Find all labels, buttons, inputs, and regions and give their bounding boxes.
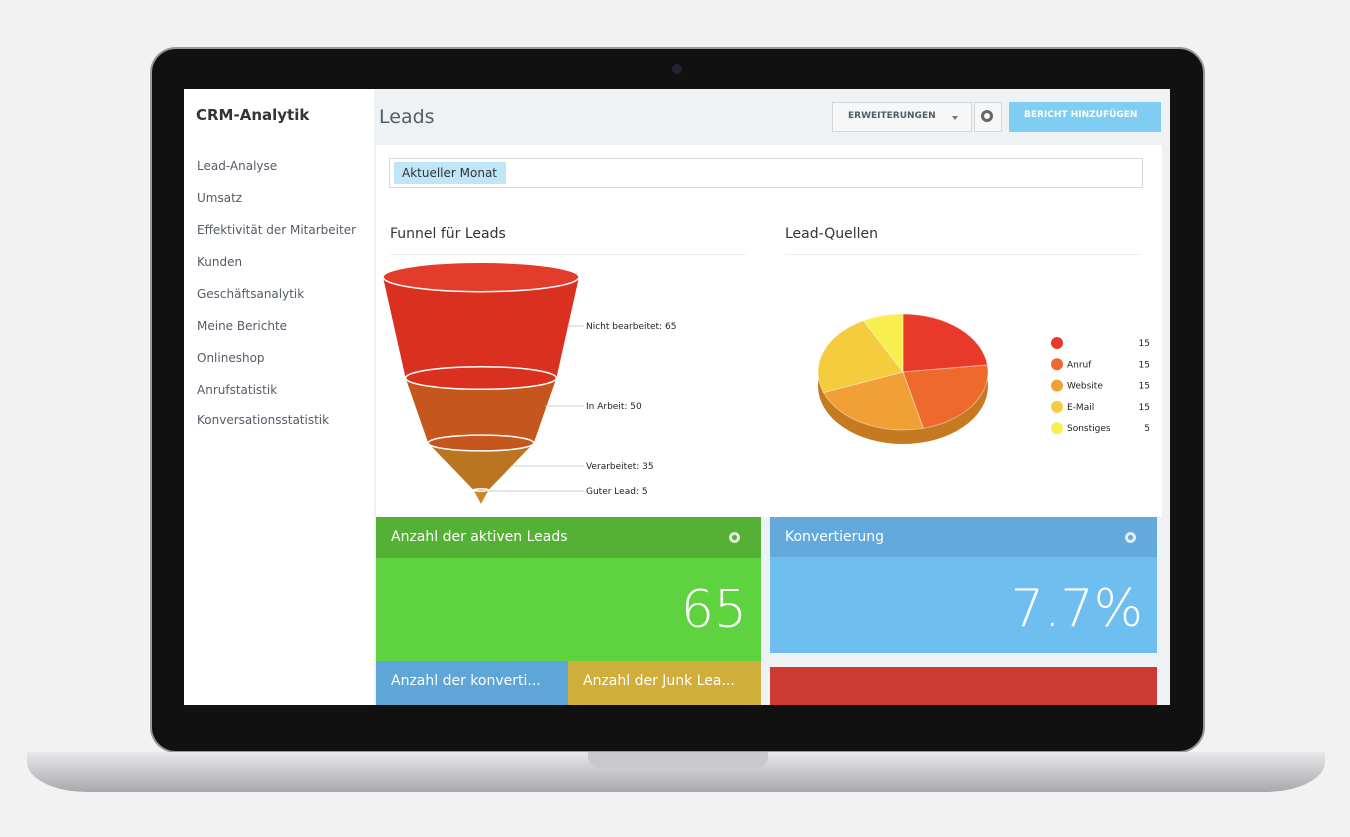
sidebar-item[interactable]: Onlineshop: [197, 351, 265, 365]
funnel-stage: [428, 443, 534, 492]
pie-title: Lead-Quellen: [785, 226, 878, 242]
settings-button[interactable]: [974, 102, 1002, 132]
legend-swatch: [1051, 400, 1063, 413]
funnel-stage: [383, 277, 579, 390]
laptop-notch: [588, 752, 768, 768]
funnel-rim: [404, 365, 558, 391]
tile-red: [770, 667, 1157, 705]
pie-slice: [902, 313, 988, 373]
divider: [785, 254, 1141, 255]
legend-swatch: [1051, 358, 1063, 371]
sidebar-title: CRM-Analytik: [196, 106, 310, 124]
funnel-label: Nicht bearbeitet: 65: [586, 322, 676, 332]
screen: CRM-Analytik Lead-Analyse Umsatz Effektivit…: [184, 89, 1170, 705]
sidebar-item[interactable]: Konversationsstatistik: [197, 413, 330, 427]
sidebar-item[interactable]: Lead-Analyse: [197, 159, 278, 173]
add-button[interactable]: [1009, 102, 1161, 132]
charts: Nicht bearbeitet: 65 In Arbeit: 50 Verarbe…: [382, 261, 1150, 504]
funnel-rim: [382, 261, 580, 293]
legend-swatch: [1051, 422, 1063, 435]
tile-header: [376, 661, 568, 705]
legend-name: Website: [1067, 382, 1103, 392]
sidebar-item[interactable]: Meine Berichte: [197, 319, 288, 333]
tile-body: [770, 557, 1157, 653]
pie-slice: [862, 313, 904, 374]
funnel-stage: [473, 490, 489, 504]
settings-icon: [981, 110, 993, 122]
camera: [672, 64, 682, 74]
funnel-label: In Arbeit: 50: [586, 402, 642, 412]
page-title: Leads: [379, 106, 435, 128]
pie-slice: [817, 320, 904, 394]
tile-header: [376, 517, 761, 558]
filter-tag-text: Aktueller Monat: [402, 166, 498, 180]
funnel-stage: [405, 378, 557, 451]
add-label: BERICHT HINZUFÜGEN: [1024, 110, 1138, 120]
legend-value: 15: [1139, 360, 1150, 370]
tile-gear[interactable]: [1125, 532, 1136, 543]
legend-value: 5: [1144, 424, 1150, 434]
filter-tag[interactable]: [394, 162, 506, 184]
tile-title: Anzahl der aktiven Leads: [391, 529, 568, 545]
dropdown-caret[interactable]: [952, 116, 958, 123]
funnel-rim: [427, 434, 535, 452]
sidebar-item[interactable]: Anrufstatistik: [197, 383, 278, 397]
tile-gear[interactable]: [729, 532, 740, 543]
funnel-title: Funnel für Leads: [390, 226, 506, 242]
pie-slice: [902, 364, 989, 429]
tile-header: [770, 517, 1157, 557]
legend-swatch: [1051, 379, 1063, 392]
legend-name: Anruf: [1067, 360, 1092, 370]
tile-body: [376, 558, 761, 661]
legend-value: 15: [1139, 339, 1150, 349]
tile-title: Anzahl der Junk Lea...: [583, 673, 735, 689]
legend-name: E-Mail: [1067, 403, 1094, 413]
legend-name: Sonstiges: [1067, 424, 1111, 434]
extensions-button[interactable]: [832, 102, 972, 132]
legend-value: 15: [1139, 403, 1150, 413]
tile-title: Anzahl der konverti...: [391, 673, 541, 689]
tile-title: Konvertierung: [785, 529, 884, 545]
sidebar-item[interactable]: Effektivität der Mitarbeiter: [197, 223, 357, 237]
pie-slice: [822, 371, 925, 431]
divider: [390, 254, 746, 255]
funnel-rim: [472, 488, 490, 492]
sidebar: [184, 89, 374, 705]
extensions-label: ERWEITERUNGEN: [848, 111, 936, 121]
filter-box[interactable]: [389, 158, 1143, 188]
funnel-label: Guter Lead: 5: [586, 487, 648, 497]
sidebar-item[interactable]: Umsatz: [197, 191, 243, 205]
legend-value: 15: [1139, 382, 1150, 392]
sidebar-item[interactable]: Geschäftsanalytik: [197, 287, 305, 301]
tile-value: 7.7%: [1010, 579, 1143, 639]
legend-swatch: [1051, 337, 1063, 349]
funnel-label: Verarbeitet: 35: [586, 462, 654, 472]
sidebar-item[interactable]: Kunden: [197, 255, 243, 269]
tile-value: 65: [680, 580, 747, 640]
tile-header: [568, 661, 761, 705]
